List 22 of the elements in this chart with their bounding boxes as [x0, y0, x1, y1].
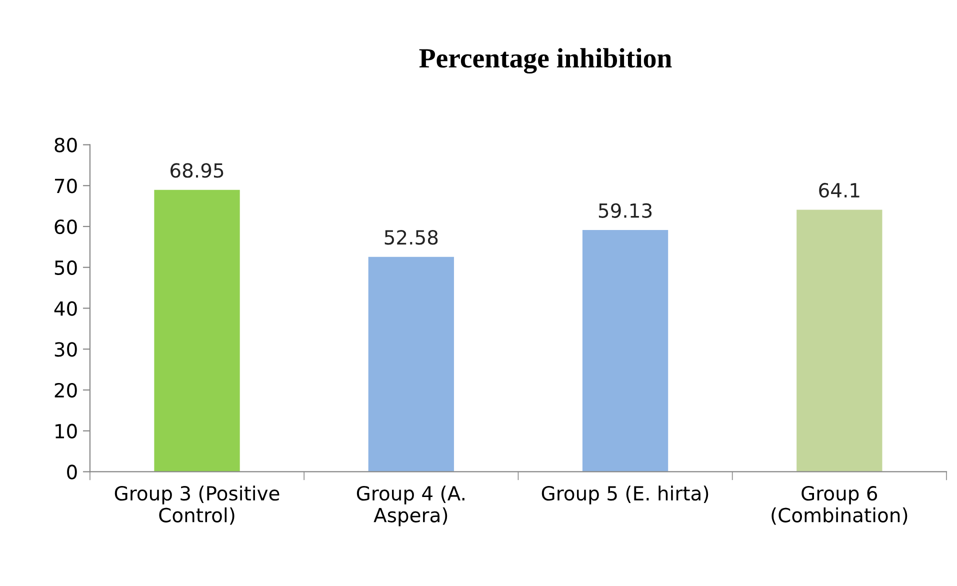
y-tick-label: 40 [54, 301, 77, 316]
bar [368, 256, 454, 472]
bar [796, 210, 882, 472]
data-label: 59.13 [598, 203, 652, 218]
data-label: 68.95 [170, 163, 224, 178]
y-tick-label: 30 [54, 342, 77, 357]
data-label: 64.1 [819, 182, 860, 198]
x-tick-label: Group 5 (E. hirta) [542, 486, 708, 504]
bar [582, 230, 668, 472]
x-tick-label: Group 6 (Combination) [772, 486, 908, 525]
y-tick-label: 60 [54, 219, 77, 234]
chart-title: Percentage inhibition [419, 48, 672, 74]
data-label: 52.58 [384, 230, 438, 245]
y-tick-label: 20 [54, 382, 77, 398]
x-tick-label: Group 3 (Positive Control) [114, 486, 280, 525]
y-tick-label: 80 [54, 138, 77, 152]
y-tick-label: 50 [54, 260, 77, 276]
y-tick-label: 10 [56, 424, 77, 439]
x-tick-label: Group 4 (A. Aspera) [356, 486, 464, 526]
y-tick-label: 0 [67, 464, 77, 480]
y-tick-label: 70 [55, 178, 77, 194]
bar [154, 190, 240, 472]
